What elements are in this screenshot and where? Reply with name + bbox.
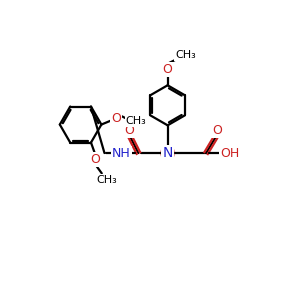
Text: O: O: [91, 153, 100, 166]
Text: OH: OH: [220, 146, 240, 160]
Text: O: O: [163, 63, 172, 76]
Text: CH₃: CH₃: [126, 116, 146, 127]
Text: N: N: [162, 146, 173, 160]
Text: O: O: [212, 124, 222, 137]
Circle shape: [161, 146, 175, 160]
Text: O: O: [124, 124, 134, 137]
Text: O: O: [111, 112, 121, 125]
Text: CH₃: CH₃: [175, 50, 196, 60]
Text: CH₃: CH₃: [97, 175, 118, 185]
Text: NH: NH: [112, 146, 131, 160]
